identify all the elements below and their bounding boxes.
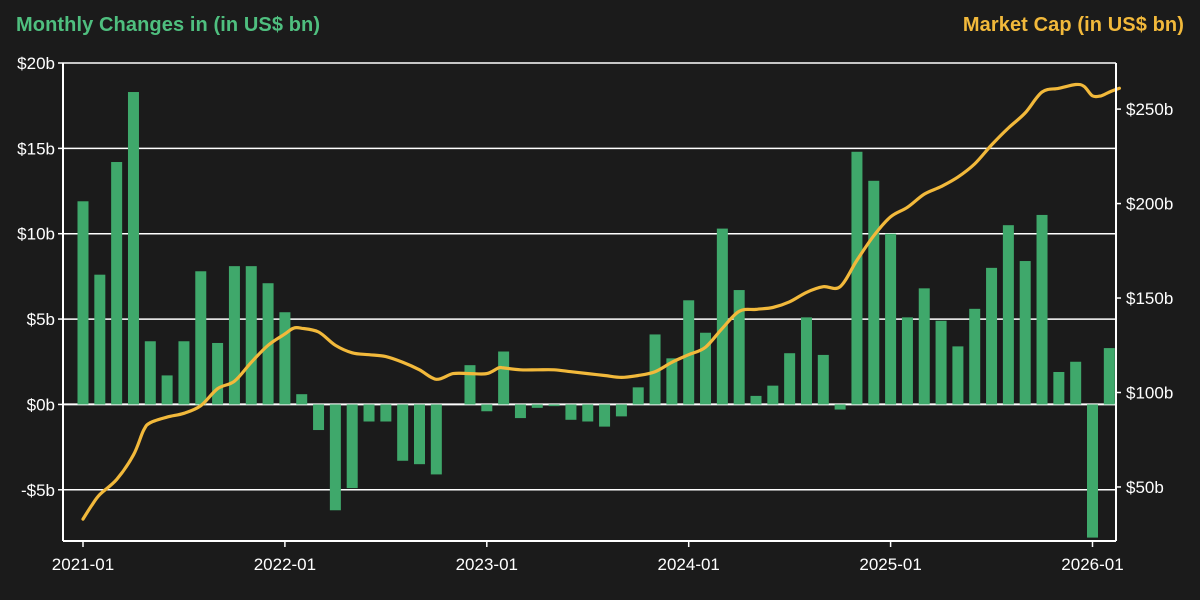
- x-tick-label: 2026-01: [1061, 555, 1123, 574]
- bar: [986, 267, 998, 405]
- bar: [851, 151, 863, 405]
- line-layer: [81, 82, 1121, 521]
- bar: [935, 320, 947, 405]
- bar: [1103, 348, 1115, 405]
- bar: [834, 404, 846, 410]
- bar: [329, 404, 341, 511]
- x-tick-label: 2025-01: [859, 555, 921, 574]
- bar: [649, 334, 661, 405]
- bar: [498, 351, 510, 405]
- right-tick-label: $100b: [1126, 383, 1173, 402]
- bar: [144, 341, 156, 405]
- bar: [212, 342, 224, 405]
- right-tick-label: $250b: [1126, 100, 1173, 119]
- right-axis-title: Market Cap (in US$ bn): [962, 14, 1184, 36]
- bar: [1053, 371, 1065, 405]
- bar: [632, 387, 644, 405]
- bar: [313, 404, 325, 431]
- bar: [700, 332, 712, 405]
- bar: [868, 180, 880, 405]
- market-cap-line: [81, 82, 1121, 521]
- x-tick-label: 2021-01: [52, 555, 114, 574]
- bar: [901, 317, 913, 405]
- bar: [716, 228, 728, 405]
- bar: [885, 233, 897, 405]
- bar: [397, 404, 409, 461]
- bar: [800, 317, 812, 405]
- bar: [245, 266, 257, 405]
- bar: [514, 404, 526, 419]
- left-tick-label: $5b: [27, 310, 55, 329]
- bar: [363, 404, 375, 422]
- left-axis-title: Monthly Changes in (in US$ bn): [16, 14, 321, 36]
- left-tick-label: $0b: [27, 395, 55, 414]
- bar: [296, 394, 308, 405]
- bar: [161, 375, 173, 405]
- bar: [481, 404, 493, 412]
- bar: [733, 290, 745, 405]
- bar: [969, 308, 981, 405]
- bar: [380, 404, 392, 422]
- right-tick-label: $50b: [1126, 478, 1164, 497]
- bar: [464, 365, 476, 405]
- bar: [1019, 261, 1031, 405]
- left-tick-label: $10b: [17, 225, 55, 244]
- bar: [565, 404, 577, 420]
- bar: [279, 312, 291, 405]
- right-tick-label: $150b: [1126, 289, 1173, 308]
- bar: [548, 404, 560, 407]
- bar: [599, 404, 611, 427]
- bar: [1036, 214, 1048, 405]
- ticks-layer: $20b $15b $10b $5b $0b -$5b $250b $200b $150b $10…: [17, 54, 1173, 574]
- bar: [178, 341, 190, 405]
- bar: [615, 404, 627, 417]
- bar: [918, 288, 930, 405]
- bar: [784, 353, 796, 405]
- bar: [1087, 404, 1098, 538]
- right-tick-label: $200b: [1126, 195, 1173, 214]
- bar: [817, 354, 829, 405]
- bar: [195, 271, 207, 405]
- bar: [666, 358, 678, 405]
- left-tick-label: -$5b: [21, 481, 55, 500]
- bar: [228, 266, 240, 405]
- bar: [767, 385, 779, 405]
- bar: [94, 274, 106, 405]
- bar: [430, 404, 442, 475]
- axes-layer: [58, 62, 1121, 547]
- left-tick-label: $15b: [17, 139, 55, 158]
- grid-layer: [63, 62, 1116, 491]
- bar: [1002, 225, 1014, 405]
- bar: [346, 404, 358, 489]
- x-tick-label: 2024-01: [658, 555, 720, 574]
- x-tick-label: 2023-01: [456, 555, 518, 574]
- x-tick-label: 2022-01: [254, 555, 316, 574]
- bar: [414, 404, 425, 465]
- left-tick-label: $20b: [17, 54, 55, 73]
- bar: [127, 92, 139, 405]
- bars-layer: [77, 92, 1115, 538]
- bar: [582, 404, 594, 422]
- bar: [952, 346, 964, 405]
- bar: [1070, 361, 1082, 405]
- bar: [750, 395, 762, 405]
- bar: [77, 201, 89, 405]
- bar: [683, 300, 695, 405]
- bar: [531, 404, 543, 408]
- bar: [111, 162, 123, 405]
